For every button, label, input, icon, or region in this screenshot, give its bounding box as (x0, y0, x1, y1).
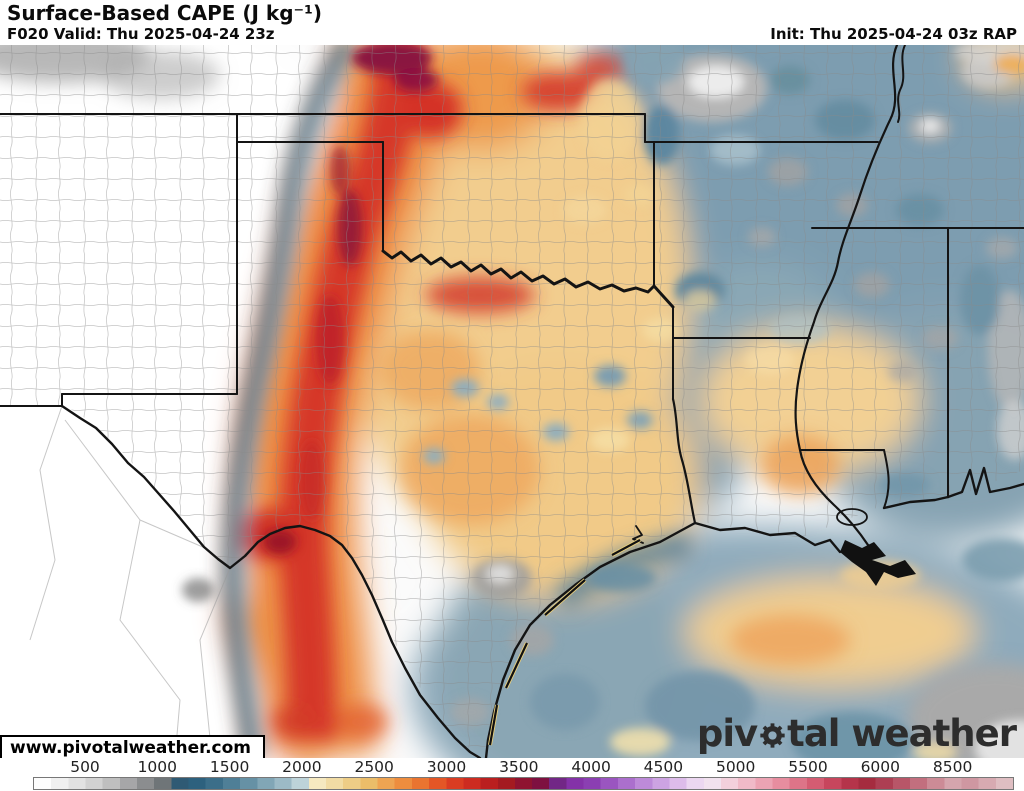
colorbar-tick: 8500 (932, 758, 973, 776)
gear-icon (759, 715, 786, 758)
colorbar-tick: 2000 (282, 758, 322, 776)
colorbar-tick: 3000 (426, 758, 467, 776)
colorbar-footer: 500 1000 1500 2000 2500 3000 3500 4000 4500 5000 5… (0, 758, 1024, 791)
colorbar-tick: 6000 (860, 758, 901, 776)
colorbar-tick: 5000 (715, 758, 756, 776)
mississippi-delta (840, 540, 916, 586)
coastal-features (488, 538, 916, 746)
colorbar-tick-labels: 500 1000 1500 2000 2500 3000 3500 4000 4500 5000 5… (33, 758, 1014, 777)
lake-pontchartrain (836, 508, 868, 526)
colorbar-tick: 500 (70, 758, 100, 776)
colorbar-gradient (33, 777, 1014, 790)
mexico-state-lines (29, 405, 231, 759)
colorbar-tick: 5500 (788, 758, 828, 776)
colorbar-tick: 4000 (571, 758, 611, 776)
colorbar-tick: 1500 (209, 758, 250, 776)
header: Surface-Based CAPE (J kg⁻¹) F020 Valid: … (0, 0, 1024, 45)
colorbar-tick: 1000 (137, 758, 178, 776)
colorbar-tick: 4500 (643, 758, 684, 776)
page-title: Surface-Based CAPE (J kg⁻¹) (7, 1, 322, 25)
forecast-valid-label: F020 Valid: Thu 2025-04-24 23z (7, 25, 275, 43)
logo-text-tal-weather: tal weather (787, 712, 1017, 755)
state-borders (0, 43, 1024, 760)
logo-text-piv: piv (696, 712, 758, 755)
colorbar-tick: 3500 (499, 758, 539, 776)
pivotal-weather-logo: piv tal weather (696, 709, 1017, 758)
colorbar-tick: 2500 (354, 758, 394, 776)
model-init-label: Init: Thu 2025-04-24 03z RAP (770, 25, 1017, 43)
